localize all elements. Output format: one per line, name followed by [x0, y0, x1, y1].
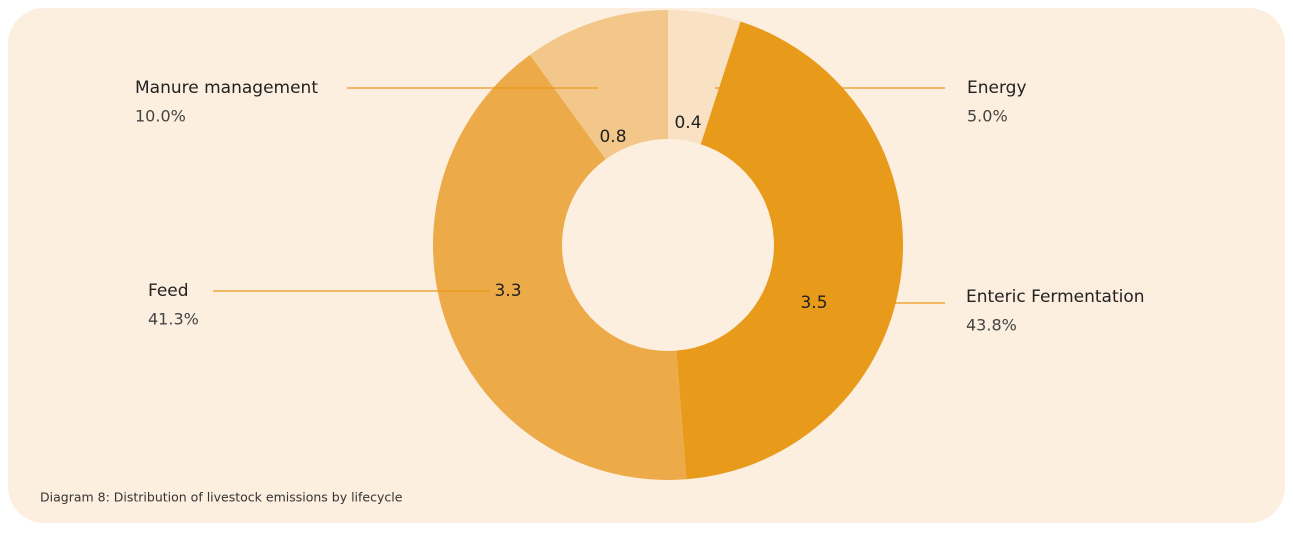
value-label: 0.4 [674, 113, 701, 133]
value-label: 3.3 [494, 281, 521, 301]
slice-percent: 43.8% [966, 316, 1017, 335]
slice-name: Enteric Fermentation [966, 287, 1145, 307]
value-label: 3.5 [800, 293, 827, 313]
slice-percent: 10.0% [135, 107, 186, 126]
card [8, 8, 1285, 523]
slice-name: Feed [148, 281, 189, 301]
donut-slice [676, 21, 903, 480]
donut-slice [529, 10, 668, 160]
value-label: 0.8 [599, 127, 626, 147]
slice-percent: 41.3% [148, 310, 199, 329]
caption: Diagram 8: Distribution of livestock emi… [40, 490, 403, 505]
slice-name: Manure management [135, 78, 318, 98]
donut-slice [668, 10, 741, 145]
donut-slice [433, 54, 687, 480]
slice-name: Energy [967, 78, 1027, 98]
slice-percent: 5.0% [967, 107, 1008, 126]
